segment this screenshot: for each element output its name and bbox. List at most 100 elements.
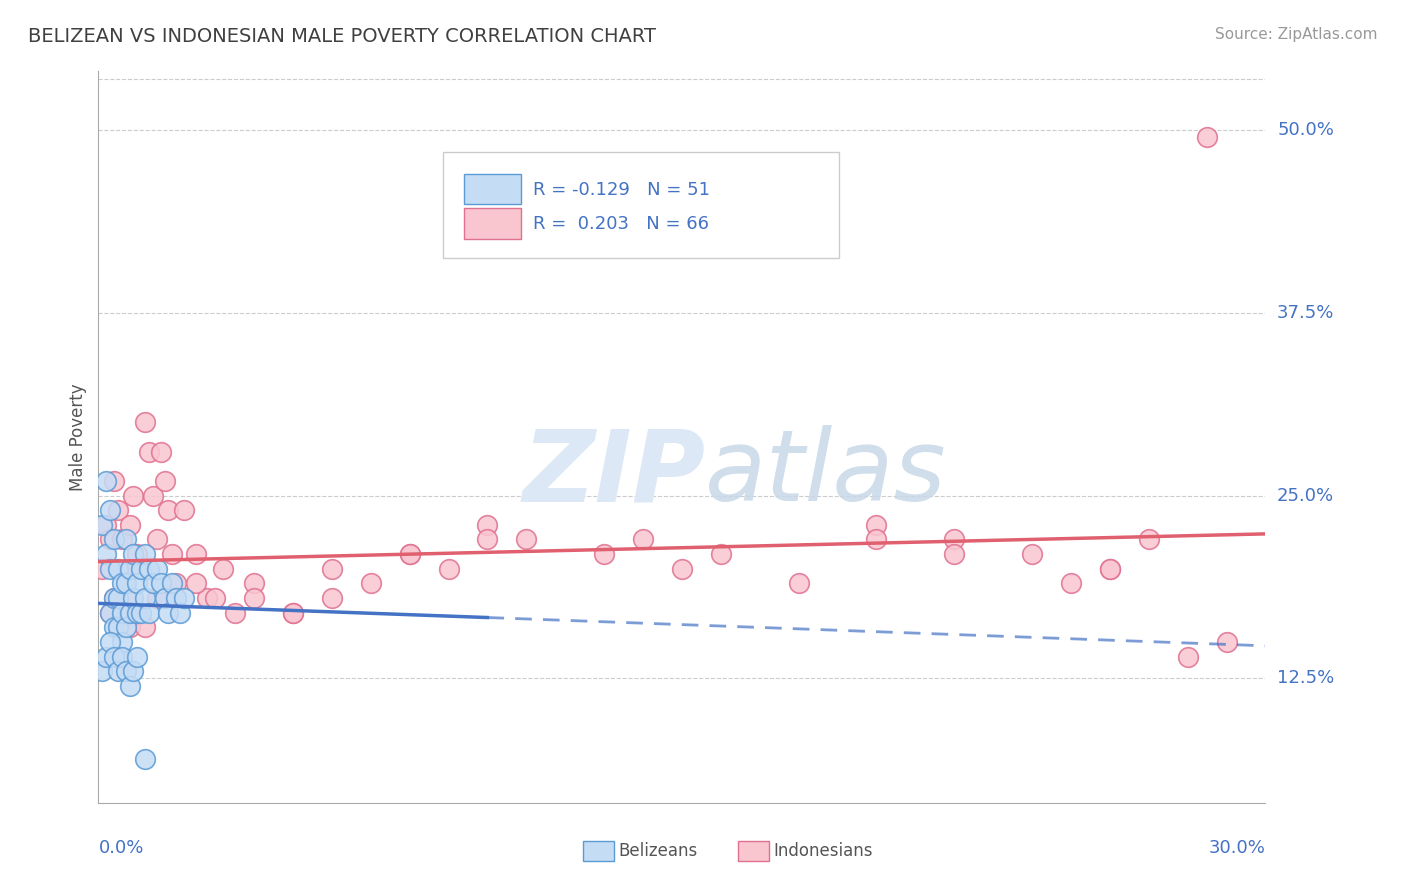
Point [204,591,226,605]
Point [195,591,218,605]
Text: 25.0%: 25.0% [1277,487,1334,505]
Point [224,606,246,620]
Point [122,547,145,561]
Y-axis label: Male Poverty: Male Poverty [69,384,87,491]
Point [360,576,382,591]
Point [114,591,136,605]
Point [114,664,136,678]
Point [96,517,118,532]
Point [122,664,145,678]
Point [146,562,169,576]
Point [111,576,134,591]
Point [173,591,195,605]
Point [138,444,160,458]
Point [165,591,187,605]
Point [173,503,195,517]
Point [111,606,134,620]
Point [146,533,169,547]
Point [134,620,156,634]
Point [98,606,121,620]
Point [477,517,499,532]
Point [243,591,266,605]
Point [165,576,187,591]
Point [671,562,693,576]
Point [134,591,156,605]
Point [710,547,733,561]
Point [1137,533,1160,547]
Point [943,547,966,561]
Point [138,562,160,576]
Point [91,517,114,532]
Point [107,620,129,634]
FancyBboxPatch shape [443,152,839,258]
Point [134,547,156,561]
Point [107,503,129,517]
Text: Indonesians: Indonesians [773,842,873,860]
Point [437,562,460,576]
Point [169,606,191,620]
Point [1195,130,1218,145]
Point [865,533,887,547]
Point [118,606,141,620]
Point [243,576,266,591]
Point [111,533,134,547]
Point [103,620,125,634]
Point [129,606,152,620]
Point [1060,576,1083,591]
Text: 0.0%: 0.0% [98,839,143,857]
Point [162,547,184,561]
Point [111,606,134,620]
Point [138,606,160,620]
Point [515,533,537,547]
Point [149,444,172,458]
Text: R = -0.129   N = 51: R = -0.129 N = 51 [533,181,710,199]
Text: Belizeans: Belizeans [619,842,697,860]
Point [134,752,156,766]
Point [122,489,145,503]
Point [114,620,136,634]
Point [118,620,141,634]
Point [142,576,165,591]
Point [153,591,176,605]
Point [118,562,141,576]
Point [1098,562,1121,576]
Point [114,533,136,547]
Text: Source: ZipAtlas.com: Source: ZipAtlas.com [1215,27,1378,42]
Point [103,591,125,605]
Point [477,533,499,547]
Text: 50.0%: 50.0% [1277,121,1334,139]
Point [162,576,184,591]
Point [107,664,129,678]
Point [1098,562,1121,576]
Point [398,547,420,561]
Point [96,547,118,561]
Text: BELIZEAN VS INDONESIAN MALE POVERTY CORRELATION CHART: BELIZEAN VS INDONESIAN MALE POVERTY CORR… [28,27,657,45]
Point [787,576,810,591]
FancyBboxPatch shape [464,208,520,239]
Point [165,591,187,605]
Point [127,547,149,561]
Point [107,620,129,634]
Point [111,635,134,649]
Point [118,517,141,532]
Point [111,649,134,664]
Point [184,547,207,561]
Point [96,649,118,664]
Point [1177,649,1199,664]
Point [943,533,966,547]
Point [107,649,129,664]
Point [103,649,125,664]
Point [321,562,343,576]
Point [103,591,125,605]
Point [98,635,121,649]
Point [114,576,136,591]
Point [398,547,420,561]
Point [91,664,114,678]
Point [212,562,235,576]
Point [184,576,207,591]
Point [107,591,129,605]
Point [96,474,118,488]
Point [1215,635,1237,649]
Point [127,606,149,620]
Text: 12.5%: 12.5% [1277,670,1334,688]
